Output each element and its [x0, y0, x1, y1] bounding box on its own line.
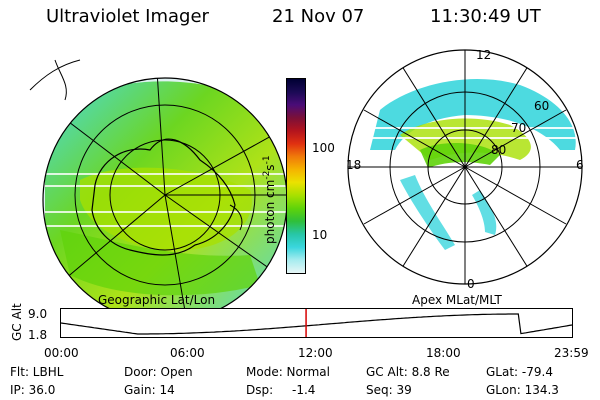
timeline-xtick-0600: 06:00: [170, 346, 205, 360]
timeline-plot[interactable]: [60, 308, 573, 338]
orbit-altitude-curve: [60, 313, 573, 335]
mlt-label-12: 12: [476, 48, 492, 62]
seq-info: Seq: 39: [366, 383, 412, 397]
glat-info: GLat: -79.4: [486, 365, 553, 379]
geographic-caption: Geographic Lat/Lon: [98, 293, 216, 307]
timeline-ytick-top: 9.0: [28, 307, 48, 321]
mlat-label-70: 70: [511, 121, 527, 135]
flt-info: Flt: LBHL: [10, 365, 64, 379]
timeline-xtick-1200: 12:00: [298, 346, 333, 360]
colorbar-unit-exp1: -2: [262, 170, 272, 180]
timeline-xtick-1800: 18:00: [426, 346, 461, 360]
mlat-label-60: 60: [534, 99, 550, 113]
timeline-xtick-2359: 23:59: [554, 346, 589, 360]
instrument-title: Ultraviolet Imager: [46, 6, 209, 27]
colorbar-unit-mid: s: [263, 164, 277, 171]
colorbar-tick-100: 100: [312, 141, 335, 155]
colorbar-unit-exp2: -1: [262, 155, 272, 165]
colorbar-tick-10: 10: [312, 228, 328, 242]
date-label: 21 Nov 07: [272, 6, 365, 27]
apex-image: [348, 50, 582, 284]
apex-caption: Apex MLat/MLT: [412, 293, 502, 307]
time-label: 11:30:49 UT: [430, 6, 541, 27]
mlt-label-6: 6: [576, 158, 584, 172]
dsp-value: -1.4: [292, 383, 316, 397]
ip-info: IP: 36.0: [10, 383, 56, 397]
timeline-xtick-0000: 00:00: [44, 346, 79, 360]
timeline-ytick-bottom: 1.8: [28, 328, 48, 342]
timeline-frame: [60, 308, 573, 338]
dsp-label: Dsp:: [246, 383, 274, 397]
gc-alt-info: GC Alt: 8.8 Re: [366, 365, 450, 379]
mlt-label-18: 18: [346, 158, 362, 172]
glon-info: GLon: 134.3: [486, 383, 559, 397]
colorbar: [286, 78, 306, 274]
mlt-label-0: 0: [467, 277, 475, 291]
door-info: Door: Open: [124, 365, 193, 379]
gain-info: Gain: 14: [124, 383, 175, 397]
mlat-label-80: 80: [491, 143, 507, 157]
colorbar-unit-prefix: photon cm: [263, 179, 277, 244]
mode-info: Mode: Normal: [246, 365, 330, 379]
